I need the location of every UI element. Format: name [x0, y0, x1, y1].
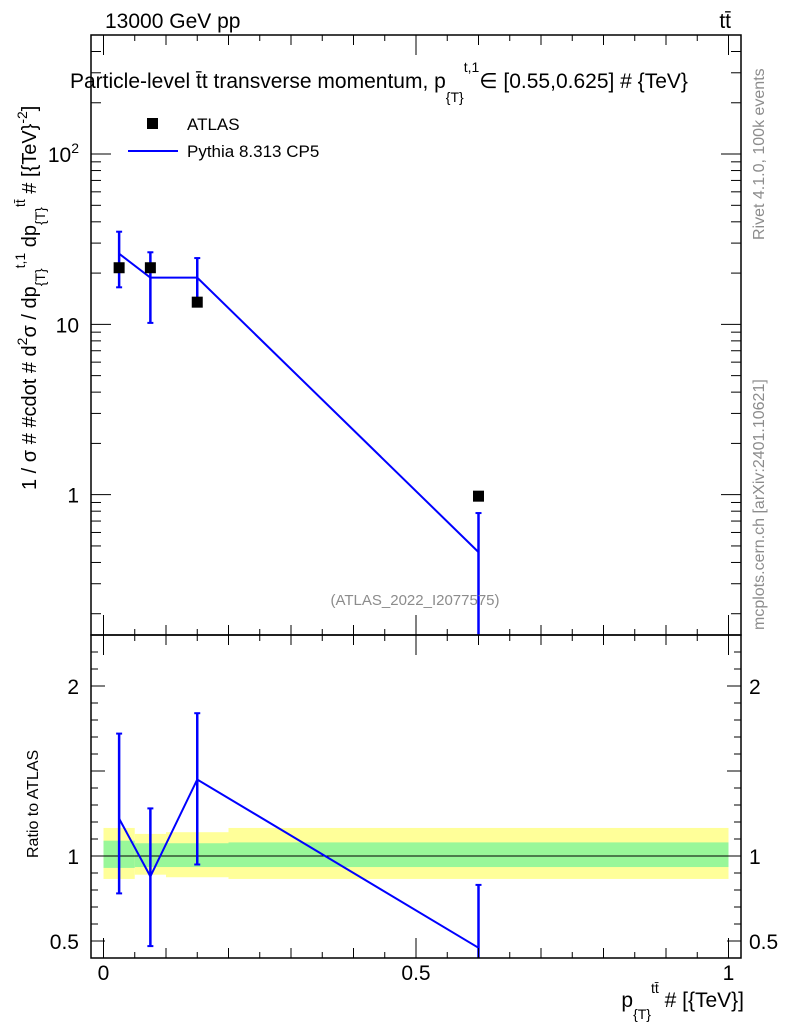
- uncertainty-band-inner: [228, 842, 729, 868]
- analysis-watermark: (ATLAS_2022_I2077575): [330, 592, 499, 609]
- legend-atlas-marker: [147, 118, 158, 129]
- atlas-data-point: [473, 490, 484, 502]
- main-y-axis-label: 1 / σ # #cdot # d2σ / dp{T}t,1 dp{T}tt̄ …: [12, 106, 48, 490]
- process-label: tt̄: [719, 10, 731, 33]
- ratio-y-tick-label: 2: [749, 676, 761, 699]
- energy-label: 13000 GeV pp: [105, 10, 240, 33]
- main-panel: 1 10 102: [48, 34, 742, 636]
- legend-atlas-label: ATLAS: [187, 115, 240, 134]
- main-y-tick-label: 102: [48, 140, 79, 167]
- ratio-y-tick-label: 1: [67, 846, 79, 869]
- x-tick-label: 0.5: [401, 962, 430, 985]
- rivet-label: Rivet 4.1.0, 100k events: [751, 68, 768, 240]
- legend: ATLAS Pythia 8.313 CP5: [128, 115, 319, 161]
- atlas-data-point: [191, 296, 203, 308]
- ratio-panel: 0.5 0.5 1 1 2 2 0 0.5 1: [50, 634, 778, 985]
- ratio-y-tick-label: 0.5: [749, 931, 778, 954]
- ratio-y-axis-label: Ratio to ATLAS: [25, 750, 42, 858]
- ratio-series-line: [118, 778, 480, 949]
- ratio-y-tick-label: 2: [67, 676, 79, 699]
- x-tick-label: 0: [98, 962, 110, 985]
- atlas-data-point: [113, 262, 125, 274]
- pythia-line: [118, 252, 480, 553]
- legend-pythia-label: Pythia 8.313 CP5: [187, 142, 319, 161]
- plot-title: Particle-level t̄t transverse momentum, …: [70, 59, 688, 105]
- x-tick-label: 1: [723, 962, 735, 985]
- ratio-y-tick-label: 0.5: [50, 931, 79, 954]
- ratio-y-tick-label: 1: [749, 846, 761, 869]
- main-y-tick-label: 1: [67, 485, 79, 508]
- x-axis-label: p{T}tt̄ # [{TeV}]: [621, 980, 744, 1022]
- main-y-tick-label: 10: [56, 314, 79, 337]
- atlas-data-point: [144, 262, 156, 274]
- mcplots-label: mcplots.cern.ch [arXiv:2401.10621]: [751, 379, 768, 630]
